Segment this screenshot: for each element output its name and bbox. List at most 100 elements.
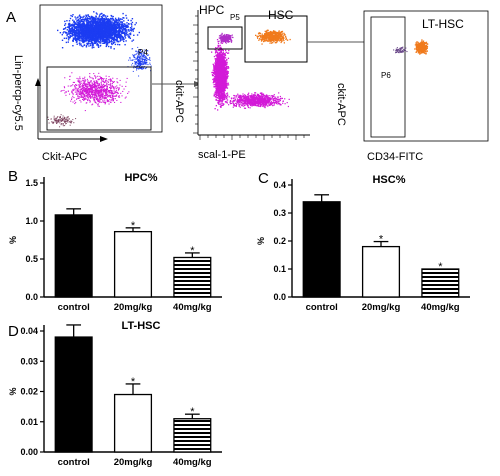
flow-event	[99, 36, 101, 38]
flow-event	[64, 125, 66, 127]
flow-event	[103, 89, 105, 91]
flow-event	[113, 92, 115, 94]
flow-event	[129, 32, 132, 34]
flow-event	[69, 34, 71, 37]
flow-event	[119, 22, 121, 24]
flow-event	[100, 98, 102, 100]
flow-event	[123, 38, 125, 40]
flow-event	[75, 26, 77, 29]
flow-event	[107, 27, 109, 29]
flow-event	[92, 90, 94, 92]
flow-event	[84, 17, 87, 19]
flow-event	[149, 63, 151, 65]
flow-event	[91, 91, 93, 93]
flow-event	[74, 32, 76, 34]
flow-event	[71, 91, 73, 93]
flow-event	[133, 55, 135, 57]
flow-event	[116, 23, 119, 25]
flow-event	[142, 68, 144, 70]
flow-event	[104, 15, 106, 17]
flow-event	[126, 26, 128, 28]
flow-plot-1: P4 Lin-percp-cy5.5 Ckit-APC	[12, 4, 163, 163]
flow-event	[113, 81, 115, 83]
flow-event	[119, 36, 121, 38]
flow-event	[87, 17, 90, 20]
flow-event	[86, 92, 88, 94]
flow-event	[102, 40, 104, 42]
flow-event	[79, 16, 82, 18]
flow-event	[119, 79, 121, 81]
flow-event	[80, 37, 82, 39]
flow-event	[117, 40, 119, 43]
flow-event	[107, 18, 109, 21]
flow-event	[121, 31, 123, 33]
flow-event	[68, 28, 71, 30]
flow-event	[90, 86, 92, 88]
flow-event	[98, 91, 100, 93]
flow-event	[99, 19, 101, 21]
flow-event	[93, 80, 95, 82]
flow-event	[87, 14, 89, 16]
flow-event	[226, 52, 229, 54]
flow-event	[97, 45, 99, 47]
flow-event	[67, 121, 69, 123]
flow-event	[142, 59, 143, 61]
flow-event	[83, 94, 85, 96]
flow-event	[74, 87, 76, 89]
flow-event	[75, 38, 77, 40]
flow-event	[106, 23, 108, 25]
flow-event	[89, 100, 91, 102]
flow-event	[103, 40, 105, 43]
flow-event	[99, 45, 101, 47]
flow-event	[96, 43, 99, 45]
flow-event	[116, 81, 118, 83]
flow-event	[132, 39, 135, 41]
flow-event	[107, 24, 109, 27]
flow-event	[102, 97, 104, 99]
flow-event	[95, 88, 97, 90]
flow-event	[66, 117, 68, 119]
flow-event	[83, 32, 85, 34]
flow-event	[75, 37, 77, 39]
flow-event	[100, 85, 102, 87]
flow-event	[107, 37, 109, 39]
flow-event	[136, 59, 138, 60]
flow-event	[98, 31, 101, 33]
flow-event	[88, 28, 90, 31]
flow-event	[86, 87, 88, 89]
flow-event	[121, 25, 124, 28]
flow-event	[97, 20, 99, 22]
flow-event	[74, 85, 76, 87]
flow-event	[88, 27, 90, 29]
flow-event	[137, 52, 139, 54]
flow-event	[112, 15, 114, 18]
flow-event	[111, 32, 113, 34]
flow-event	[74, 91, 76, 93]
flow-event	[64, 117, 66, 119]
flow-event	[100, 91, 102, 93]
flow-event	[67, 116, 69, 118]
flow-event	[122, 12, 124, 15]
flow-event	[147, 59, 149, 61]
flow-event	[97, 86, 99, 88]
flow-event	[71, 90, 73, 92]
flow-event	[82, 84, 84, 86]
flow-event	[106, 99, 108, 101]
flow-event	[110, 84, 112, 86]
flow-event	[79, 82, 81, 84]
flow-event	[83, 23, 86, 26]
flow-event	[79, 89, 81, 91]
flow-event	[74, 30, 76, 32]
flow-event	[109, 36, 111, 38]
flow-event	[81, 82, 83, 84]
flow-event	[111, 92, 113, 94]
flow-event	[72, 40, 74, 42]
flow-event	[111, 20, 113, 22]
flow-event	[82, 90, 84, 92]
flow-event	[63, 37, 66, 39]
flow-event	[142, 53, 144, 55]
flow-event	[114, 27, 116, 29]
flow-event	[102, 32, 105, 34]
flow-event	[71, 28, 73, 30]
flow-event	[87, 24, 90, 27]
